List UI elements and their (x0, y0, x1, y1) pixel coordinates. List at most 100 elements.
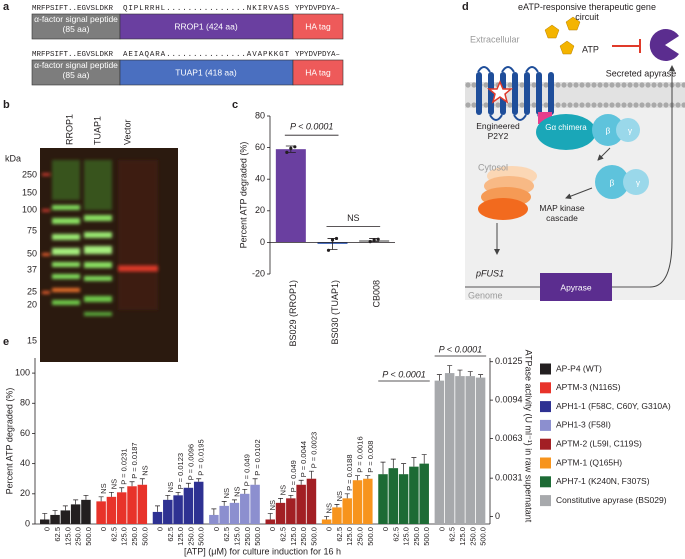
sequence: MRFPSIFT..EGVSLDKR (32, 5, 114, 13)
gamma-label: γ (636, 177, 641, 187)
error-bar (390, 458, 396, 469)
data-point (289, 146, 293, 150)
significance-label: P = 0.0016 (356, 436, 365, 472)
x-tick-label: 500.0 (366, 527, 375, 546)
diagram: eATP-responsive therapeutic gene circuit… (465, 2, 685, 301)
data-point (372, 238, 376, 242)
y2-tick-label: 0.0063 (495, 433, 523, 443)
bar (398, 474, 409, 524)
lipid-head (543, 82, 549, 88)
signal-label: α-factor signal peptide (85 aa) (34, 61, 118, 80)
annotation: P < 0.0001 (439, 344, 482, 354)
x-tick-label: 250.0 (130, 527, 139, 546)
legend-swatch (540, 495, 551, 507)
lipid-head (609, 82, 615, 88)
ladder-band (42, 209, 50, 212)
x-tick-label: BS029 (RROP1) (288, 280, 298, 347)
legend-label: APTM-2 (L59I, C119S) (556, 438, 642, 448)
g-alpha-label-box: Gα chimera (545, 123, 587, 132)
band (84, 276, 112, 281)
error-bar (324, 516, 330, 520)
error-bar (52, 510, 58, 515)
lipid-head (603, 82, 609, 88)
significance-label: P = 0.0044 (299, 441, 308, 477)
lipid-head (657, 82, 663, 88)
protein-label: RROP1 (424 aa) (174, 21, 237, 31)
atp-molecule (544, 24, 560, 39)
band (84, 215, 112, 221)
y-tick-label: -20 (252, 268, 265, 278)
bar (50, 514, 60, 524)
panel-label: d (462, 1, 469, 13)
bar (60, 510, 71, 524)
lipid-head (663, 82, 669, 88)
significance-label: P = 0.0187 (130, 442, 139, 478)
annotation: P < 0.0001 (382, 369, 425, 379)
legend-swatch (540, 363, 551, 375)
lipid-head (561, 82, 567, 88)
error-bar (365, 475, 371, 479)
bar (342, 498, 352, 524)
marker-label: 15 (27, 335, 37, 345)
x-tick-label: 62.5 (222, 527, 231, 542)
signal-label-box: α-factor signal peptide (85 aa) (34, 61, 118, 80)
bar (163, 499, 173, 524)
lipid-head (567, 102, 573, 108)
lipid-head (543, 102, 549, 108)
bar (229, 502, 240, 524)
lipid-head (507, 102, 513, 108)
bar (193, 481, 204, 524)
error-bar (129, 481, 135, 487)
error-bar (211, 508, 217, 515)
band (84, 246, 112, 254)
y2-tick-label: 0.0125 (495, 356, 523, 366)
y-axis-label: Percent ATP degraded (%) (238, 142, 248, 249)
lipid-head (633, 102, 639, 108)
bar (127, 486, 137, 524)
receptor-loops (477, 66, 551, 121)
x-tick-label: 125.0 (176, 527, 185, 546)
x-tick-label: 250.0 (299, 527, 308, 546)
atp-label: ATP (582, 44, 599, 54)
lipid-head (465, 102, 471, 108)
significance-label: NS (109, 479, 118, 489)
x-tick-label: 500.0 (140, 527, 149, 546)
lipid-head (555, 82, 561, 88)
x-axis-label: [ATP] (μM) for culture induction for 16 … (184, 546, 341, 556)
legend-swatch (540, 401, 551, 413)
x-tick-label: 500.0 (84, 527, 93, 546)
significance-label: NS (335, 491, 344, 501)
significance-label: NS (325, 503, 334, 513)
error-bar (62, 505, 68, 511)
x-tick-label: 125.0 (345, 527, 354, 546)
error-bar (344, 493, 350, 499)
data-point (334, 236, 339, 241)
sequence: MRFPSIFT..EGVSLDKR (32, 51, 114, 59)
significance-label: NS (232, 486, 241, 496)
g-alpha (536, 114, 596, 150)
helix (476, 72, 482, 115)
x-tick-label: 250.0 (356, 527, 365, 546)
significance-label: P = 0.0195 (197, 439, 206, 475)
sequence: AEIAQARA...............AVAPKKGT (123, 51, 289, 59)
y-tick-label: 40 (20, 458, 30, 468)
significance-label: P = 0.0188 (345, 454, 354, 490)
lipid-head (651, 82, 657, 88)
bar (465, 376, 476, 524)
receptor-label: Engineered P2Y2 (476, 122, 520, 141)
error-bar (175, 491, 181, 496)
ladder-band (42, 253, 50, 256)
data-point (293, 145, 297, 149)
lipid-head (519, 102, 525, 108)
significance-label: NS (166, 482, 175, 492)
gene-label: Apyrase (560, 282, 591, 292)
smear (52, 160, 80, 200)
diagram-title: eATP-responsive therapeutic gene circuit (518, 2, 656, 23)
lipid-head (639, 82, 645, 88)
lipid-head (561, 102, 567, 108)
bar (434, 380, 445, 524)
lipid-head (681, 82, 685, 88)
lipid-head (573, 82, 579, 88)
beta-label: β (606, 125, 611, 135)
